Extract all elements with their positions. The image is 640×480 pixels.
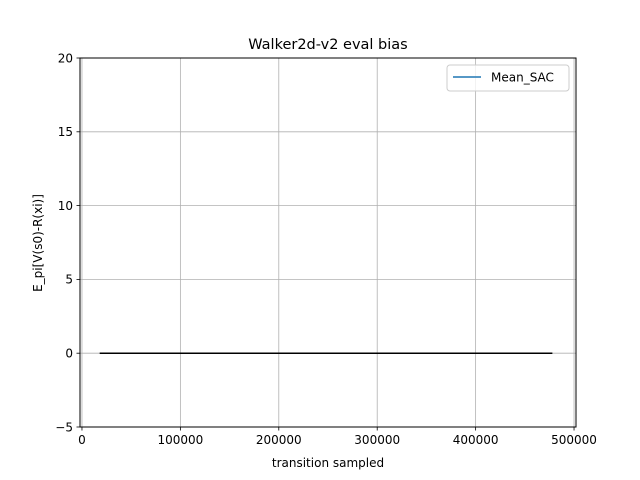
- y-axis-title: E_pi[V(s0)-R(xi)]: [31, 194, 45, 292]
- x-tick-label: 100000: [157, 433, 203, 447]
- y-tick-label: 5: [65, 273, 73, 287]
- chart-title: Walker2d-v2 eval bias: [248, 37, 407, 53]
- ticks: 0 100000 200000 300000 400000 500000 −5 0 5 10 15 2…: [55, 51, 597, 447]
- y-tick-label: −5: [55, 420, 73, 434]
- x-tick-label: 500000: [551, 433, 597, 447]
- legend-label-mean-sac: Mean_SAC: [491, 71, 554, 85]
- x-tick-label: 300000: [354, 433, 400, 447]
- y-tick-label: 15: [58, 125, 73, 139]
- plot-frame: [79, 57, 577, 428]
- y-tick-label: 10: [58, 199, 73, 213]
- x-axis-title: transition sampled: [272, 456, 384, 470]
- y-tick-label: 0: [65, 347, 73, 361]
- legend: Mean_SAC: [446, 64, 570, 92]
- legend-box: [446, 64, 570, 92]
- x-tick-label: 200000: [256, 433, 302, 447]
- y-tick-label: 20: [58, 51, 73, 65]
- x-tick-label: 0: [78, 433, 86, 447]
- x-tick-label: 400000: [453, 433, 499, 447]
